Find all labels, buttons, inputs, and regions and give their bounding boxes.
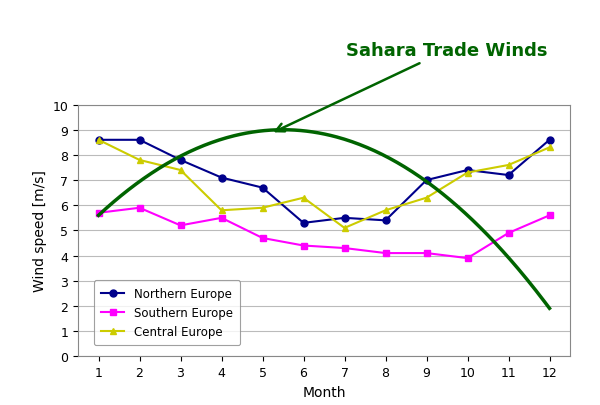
Central Europe: [546, 145, 553, 150]
Southern Europe: [136, 206, 143, 211]
Line: Southern Europe: Southern Europe: [95, 205, 553, 262]
Southern Europe: [464, 256, 471, 261]
Northern Europe: [546, 138, 553, 143]
Northern Europe: [136, 138, 143, 143]
Central Europe: [341, 226, 348, 231]
Central Europe: [259, 206, 266, 211]
Northern Europe: [382, 218, 389, 223]
Line: Northern Europe: Northern Europe: [95, 137, 553, 227]
Central Europe: [177, 168, 184, 173]
Northern Europe: [423, 178, 430, 183]
Northern Europe: [341, 216, 348, 221]
Northern Europe: [218, 176, 225, 181]
Southern Europe: [177, 224, 184, 228]
Central Europe: [95, 138, 102, 143]
Southern Europe: [546, 213, 553, 218]
Southern Europe: [95, 211, 102, 216]
Northern Europe: [259, 186, 266, 191]
Central Europe: [464, 171, 471, 175]
Southern Europe: [218, 216, 225, 221]
Central Europe: [136, 158, 143, 163]
Southern Europe: [341, 246, 348, 251]
Southern Europe: [259, 236, 266, 241]
Legend: Northern Europe, Southern Europe, Central Europe: Northern Europe, Southern Europe, Centra…: [94, 281, 240, 345]
Central Europe: [382, 208, 389, 213]
Northern Europe: [95, 138, 102, 143]
Northern Europe: [505, 173, 512, 178]
Southern Europe: [382, 251, 389, 256]
Central Europe: [218, 208, 225, 213]
Southern Europe: [300, 243, 307, 248]
Central Europe: [300, 196, 307, 200]
Text: Sahara Trade Winds: Sahara Trade Winds: [276, 42, 548, 132]
Central Europe: [505, 163, 512, 168]
Central Europe: [423, 196, 430, 200]
Northern Europe: [464, 168, 471, 173]
Line: Central Europe: Central Europe: [95, 137, 553, 232]
Southern Europe: [423, 251, 430, 256]
Northern Europe: [177, 158, 184, 163]
Y-axis label: Wind speed [m/s]: Wind speed [m/s]: [33, 170, 47, 292]
Southern Europe: [505, 231, 512, 236]
X-axis label: Month: Month: [302, 385, 346, 399]
Northern Europe: [300, 221, 307, 226]
